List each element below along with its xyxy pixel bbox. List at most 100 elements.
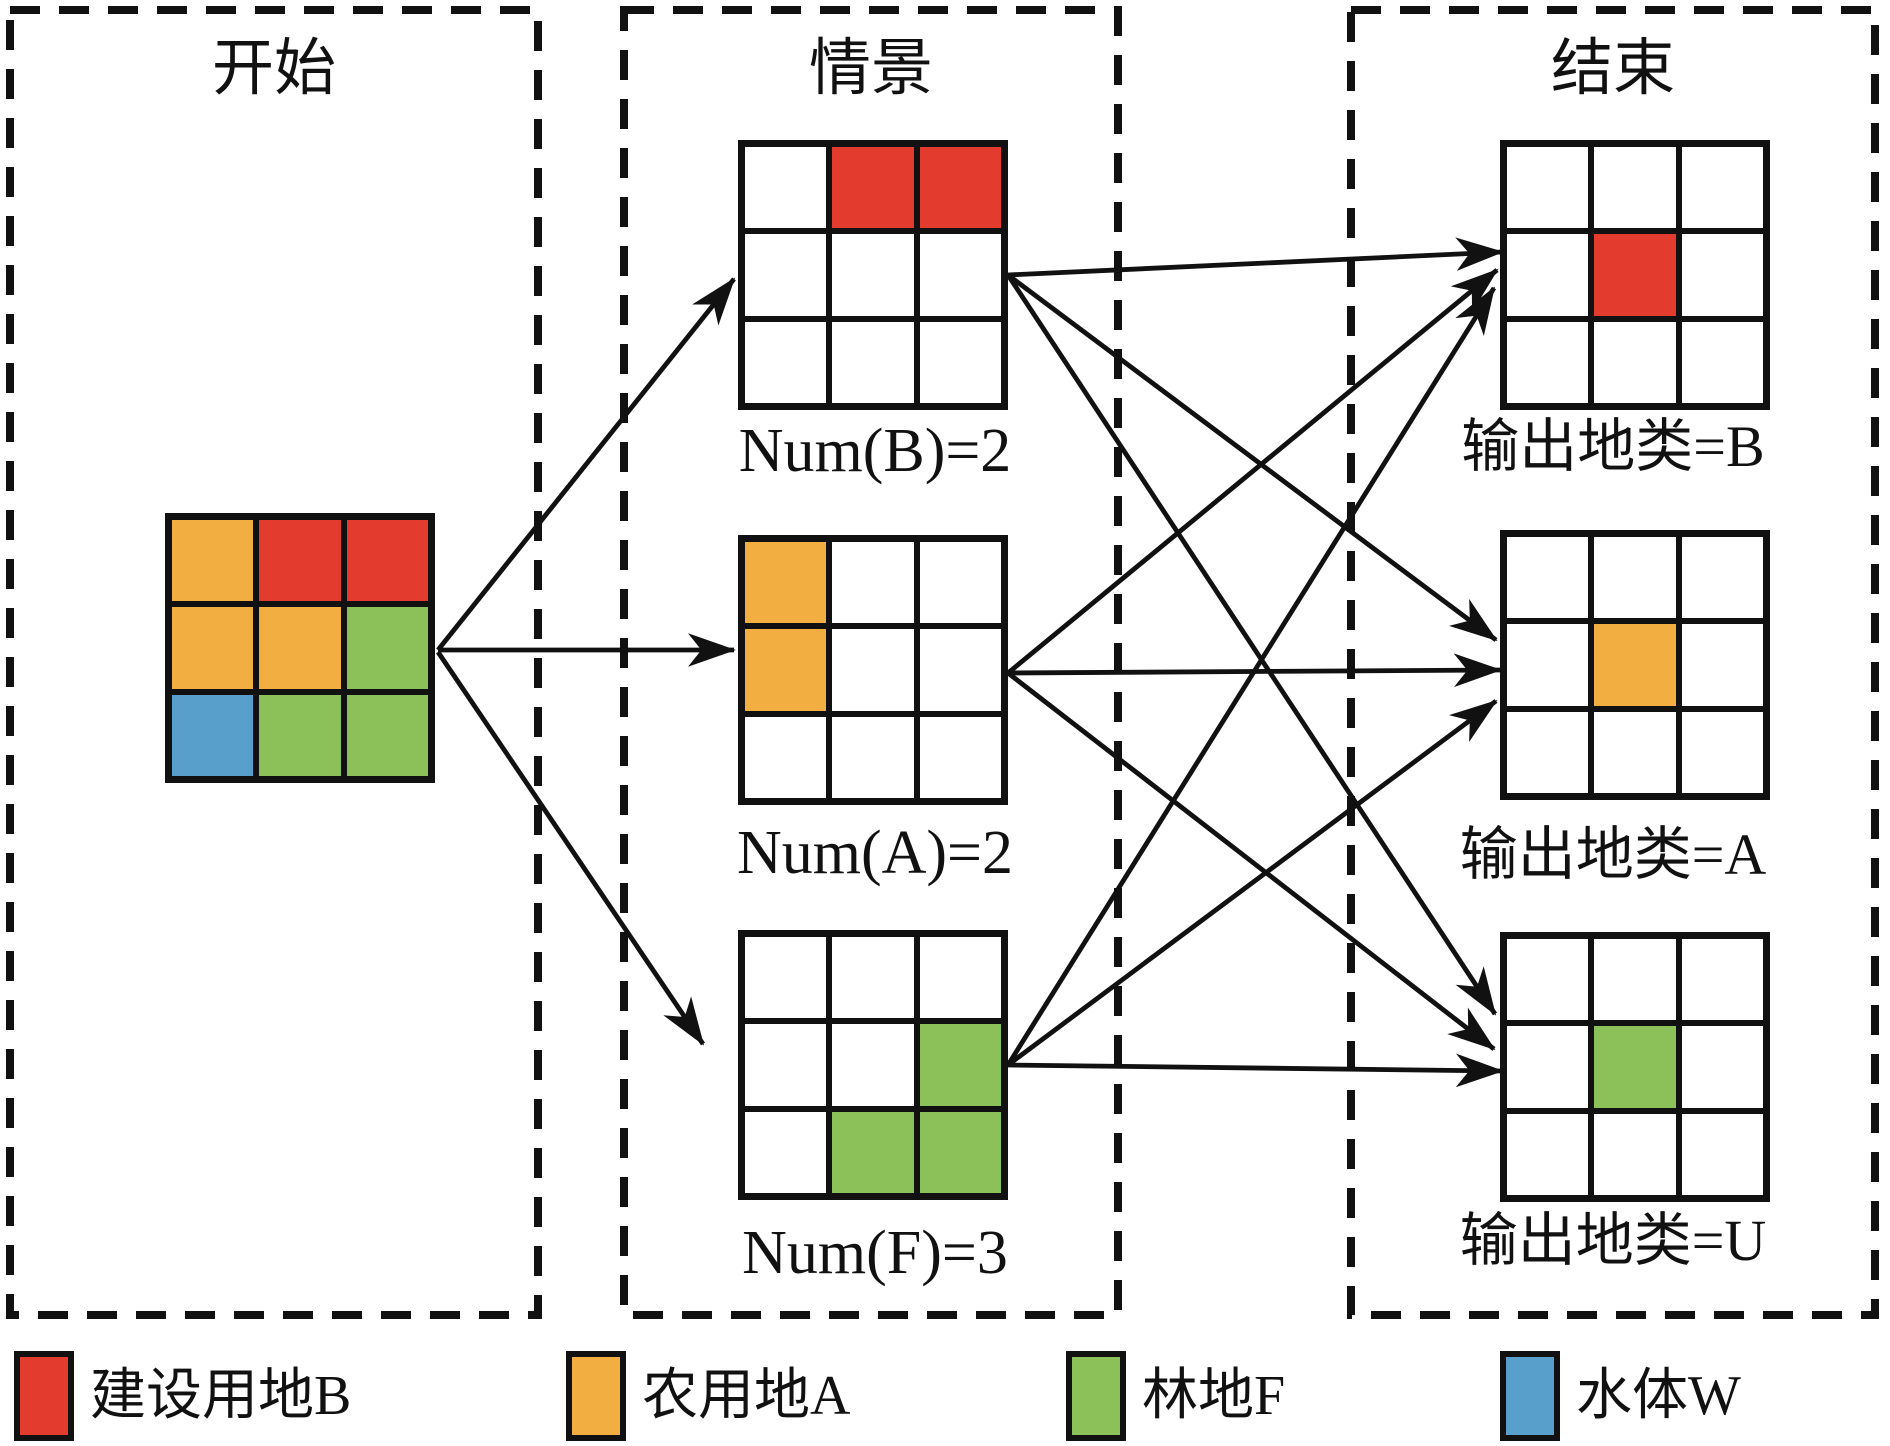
grid-cell [745,321,827,403]
output-u-grid [1500,932,1770,1202]
grid-cell [832,716,914,798]
arrow-scenB-to-outA [1006,273,1498,642]
grid-cell [1681,537,1763,619]
grid-cell [832,321,914,403]
construction-land-swatch [14,1351,74,1441]
legend-label-agricultural: 农用地A [642,1365,851,1427]
grid-cell [1507,711,1589,793]
arrow-start-to-scenB [436,277,736,652]
output-b-grid [1500,140,1770,410]
grid-cell [832,1024,914,1106]
grid-cell [172,694,254,776]
grid-cell [745,1111,827,1193]
grid-cell [172,607,254,689]
arrow-start-to-scenF [436,650,705,1046]
grid-cell [1507,147,1589,229]
legend-item-forest: 林地F [1066,1350,1285,1442]
arrow-scenA-to-outB [1006,268,1499,675]
grid-cell [346,694,428,776]
grid-cell [832,542,914,624]
legend-item-construction: 建设用地B [14,1350,351,1442]
grid-cell [259,520,341,602]
grid-cell [1681,147,1763,229]
forest-land-swatch [1066,1351,1126,1441]
start-grid [165,513,435,783]
grid-cell [1594,321,1676,403]
output-a-grid [1500,530,1770,800]
grid-cell [1594,1026,1676,1108]
grid-cell [919,147,1001,229]
grid-cell [745,1024,827,1106]
output-u-label: 输出地类=U [1459,1208,1767,1273]
grid-cell [1594,147,1676,229]
grid-cell [919,234,1001,316]
scenario-f-label: Num(F)=3 [742,1219,1008,1287]
grid-cell [919,542,1001,624]
end-panel-border [1347,6,1879,1319]
grid-cell [745,147,827,229]
arrow-scenF-to-outB [1005,286,1497,1067]
arrow-scenB-to-outB [1007,237,1504,278]
scenario-a-grid [738,535,1008,805]
grid-cell [832,629,914,711]
scenario-panel-border [620,6,1122,1319]
end-panel-title: 结束 [1550,35,1676,103]
grid-cell [832,147,914,229]
grid-cell [919,1111,1001,1193]
grid-cell [1507,624,1589,706]
grid-cell [832,1111,914,1193]
agricultural-land-swatch [566,1351,626,1441]
scenario-f-grid [738,930,1008,1200]
grid-cell [919,716,1001,798]
grid-cell [1681,1113,1763,1195]
grid-cell [745,542,827,624]
legend-item-water: 水体W [1500,1350,1741,1442]
grid-cell [259,694,341,776]
scenario-b-label: Num(B)=2 [738,417,1012,485]
grid-cell [745,234,827,316]
grid-cell [1507,1026,1589,1108]
grid-cell [919,937,1001,1019]
grid-cell [745,937,827,1019]
grid-cell [919,629,1001,711]
grid-cell [1507,939,1589,1021]
grid-cell [919,1024,1001,1106]
grid-cell [1681,939,1763,1021]
legend-label-construction: 建设用地B [90,1365,352,1427]
grid-cell [172,520,254,602]
grid-cell [1507,321,1589,403]
grid-cell [1594,1113,1676,1195]
grid-cell [1507,1113,1589,1195]
grid-cell [745,716,827,798]
grid-cell [1681,234,1763,316]
grid-cell [1507,537,1589,619]
scenario-panel-title: 情景 [808,35,934,103]
legend-item-agricultural: 农用地A [566,1350,850,1442]
grid-cell [1681,624,1763,706]
start-panel-border [6,6,542,1319]
grid-cell [1681,711,1763,793]
grid-cell [832,234,914,316]
grid-cell [1594,711,1676,793]
scenario-a-label: Num(A)=2 [736,819,1014,887]
grid-cell [919,321,1001,403]
grid-cell [1681,1026,1763,1108]
arrow-scenB-to-outU [1005,273,1498,1016]
grid-cell [832,937,914,1019]
legend-label-water: 水体W [1576,1365,1741,1427]
arrow-group [436,237,1504,1088]
grid-cell [1594,939,1676,1021]
legend-label-forest: 林地F [1142,1365,1286,1427]
arrow-scenF-to-outU [1007,1053,1504,1088]
grid-cell [745,629,827,711]
grid-cell [1681,321,1763,403]
grid-cell [346,607,428,689]
grid-cell [1594,624,1676,706]
output-a-label: 输出地类=A [1459,822,1767,887]
grid-cell [1594,537,1676,619]
arrow-scenA-to-outU [1006,671,1496,1051]
grid-cell [1507,234,1589,316]
grid-cell [1594,234,1676,316]
